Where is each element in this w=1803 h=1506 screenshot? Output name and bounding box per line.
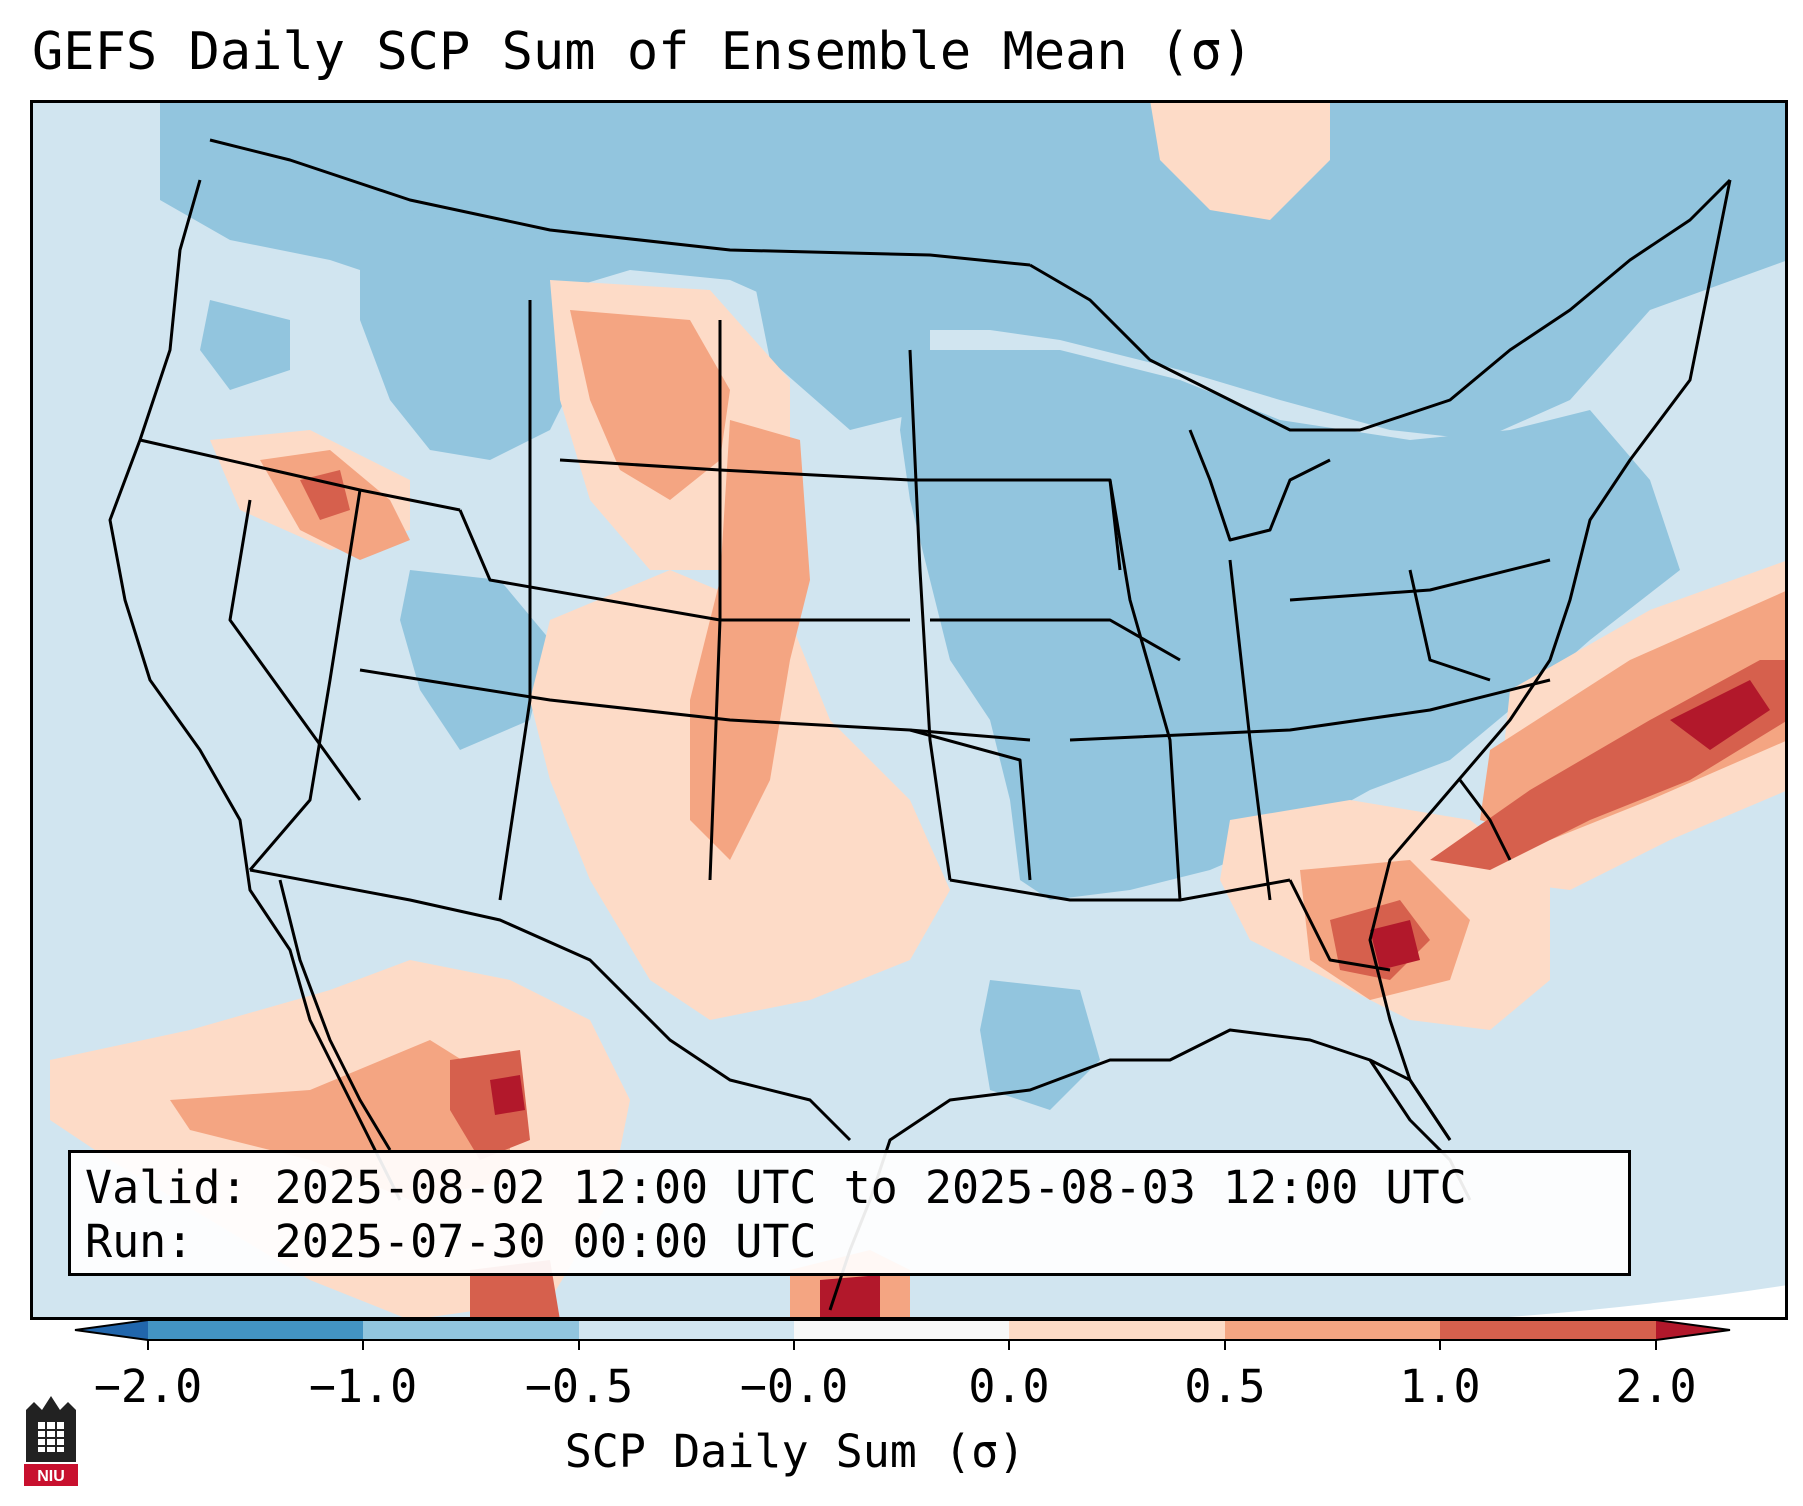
front-range-mid	[690, 420, 810, 860]
great-basin-region	[400, 570, 550, 750]
colorbar-label: SCP Daily Sum (σ)	[564, 1425, 1026, 1478]
state-line-8	[708, 320, 722, 881]
valid-label: Valid:	[85, 1161, 248, 1214]
atlantic-max	[1670, 680, 1770, 750]
colorbar-tick-label: 0.5	[1184, 1360, 1266, 1413]
negative-regions	[160, 100, 1788, 1110]
state-line-12	[949, 878, 1291, 902]
colorbar-bin	[1009, 1320, 1225, 1340]
colorbar-bin	[1225, 1320, 1440, 1340]
caribbean-max	[820, 1275, 880, 1320]
state-line-3	[228, 499, 362, 801]
colorbar-outline	[74, 1319, 1731, 1341]
michigan-coast	[1188, 429, 1331, 542]
colorbar-over-extend	[1656, 1320, 1730, 1340]
colorbar-under-extend	[75, 1320, 148, 1340]
colorbar-tick-label: −2.0	[93, 1360, 203, 1413]
state-line-5	[458, 509, 910, 622]
gulf-region	[980, 980, 1100, 1110]
baja-coastline	[278, 879, 392, 1151]
oregon-high	[300, 470, 350, 520]
northern-rockies-region	[360, 210, 590, 460]
midwest-east-region	[900, 350, 1680, 900]
mexico-border	[249, 868, 852, 1142]
colorbar-bin	[148, 1320, 363, 1340]
pacific-nw-region	[200, 300, 290, 390]
valid-run-info: Valid: 2025-08-02 12:00 UTC to 2025-08-0…	[68, 1150, 1631, 1276]
state-line-17	[1408, 569, 1491, 682]
colorbar-tick-label: 1.0	[1399, 1360, 1481, 1413]
north-plains-region	[750, 260, 930, 430]
canada-border	[209, 138, 1031, 267]
map-frame	[30, 100, 1788, 1320]
colorbar-bin	[579, 1320, 794, 1340]
georgia-max	[1370, 920, 1420, 970]
canada-east-light	[1150, 100, 1330, 220]
state-line-7	[498, 300, 532, 901]
colorbar-tick-label: 0.0	[968, 1360, 1050, 1413]
colorbar-tick-label: 2.0	[1615, 1360, 1697, 1413]
montana-mid	[570, 310, 730, 500]
logo-text: NIU	[37, 1468, 65, 1485]
canada-north-region	[160, 100, 1788, 440]
chart-title: GEFS Daily SCP Sum of Ensemble Mean (σ)	[32, 22, 1253, 82]
boundaries	[108, 138, 1732, 1311]
mexico-max	[490, 1075, 525, 1115]
state-line-9	[908, 349, 952, 881]
state-line-16	[1289, 558, 1551, 602]
pacific-coastline	[108, 179, 402, 1201]
scp-map	[30, 100, 1788, 1320]
state-line-20	[909, 728, 1032, 881]
colorbar-bin	[363, 1320, 579, 1340]
colorbar-tick-label: −0.0	[739, 1360, 849, 1413]
positive-max-regions	[490, 680, 1770, 1320]
run-value: 2025-07-30 00:00 UTC	[274, 1215, 817, 1268]
great-lakes-coast	[1029, 178, 1732, 432]
state-line-14	[1108, 479, 1182, 901]
state-line-13	[1069, 678, 1551, 742]
colorbar-tick-label: −0.5	[524, 1360, 634, 1413]
logo-badge	[24, 1464, 78, 1486]
run-label: Run:	[85, 1215, 194, 1268]
state-line-2	[248, 489, 362, 871]
state-line-18	[1288, 879, 1391, 972]
colorbar-tick-label: −1.0	[308, 1360, 418, 1413]
state-line-4	[359, 668, 1031, 742]
state-line-11	[930, 618, 1181, 662]
state-line-15	[1228, 559, 1272, 901]
valid-value: 2025-08-02 12:00 UTC to 2025-08-03 12:00…	[274, 1161, 1467, 1214]
niu-logo: NIU	[24, 1396, 78, 1486]
colorbar-bin	[794, 1320, 1009, 1340]
colorbar-bin	[1440, 1320, 1656, 1340]
positive-mid-regions	[170, 310, 1788, 1320]
state-line-19	[1458, 779, 1512, 861]
atlantic-coastline	[1368, 179, 1732, 1141]
outside-projection	[1469, 1285, 1788, 1320]
